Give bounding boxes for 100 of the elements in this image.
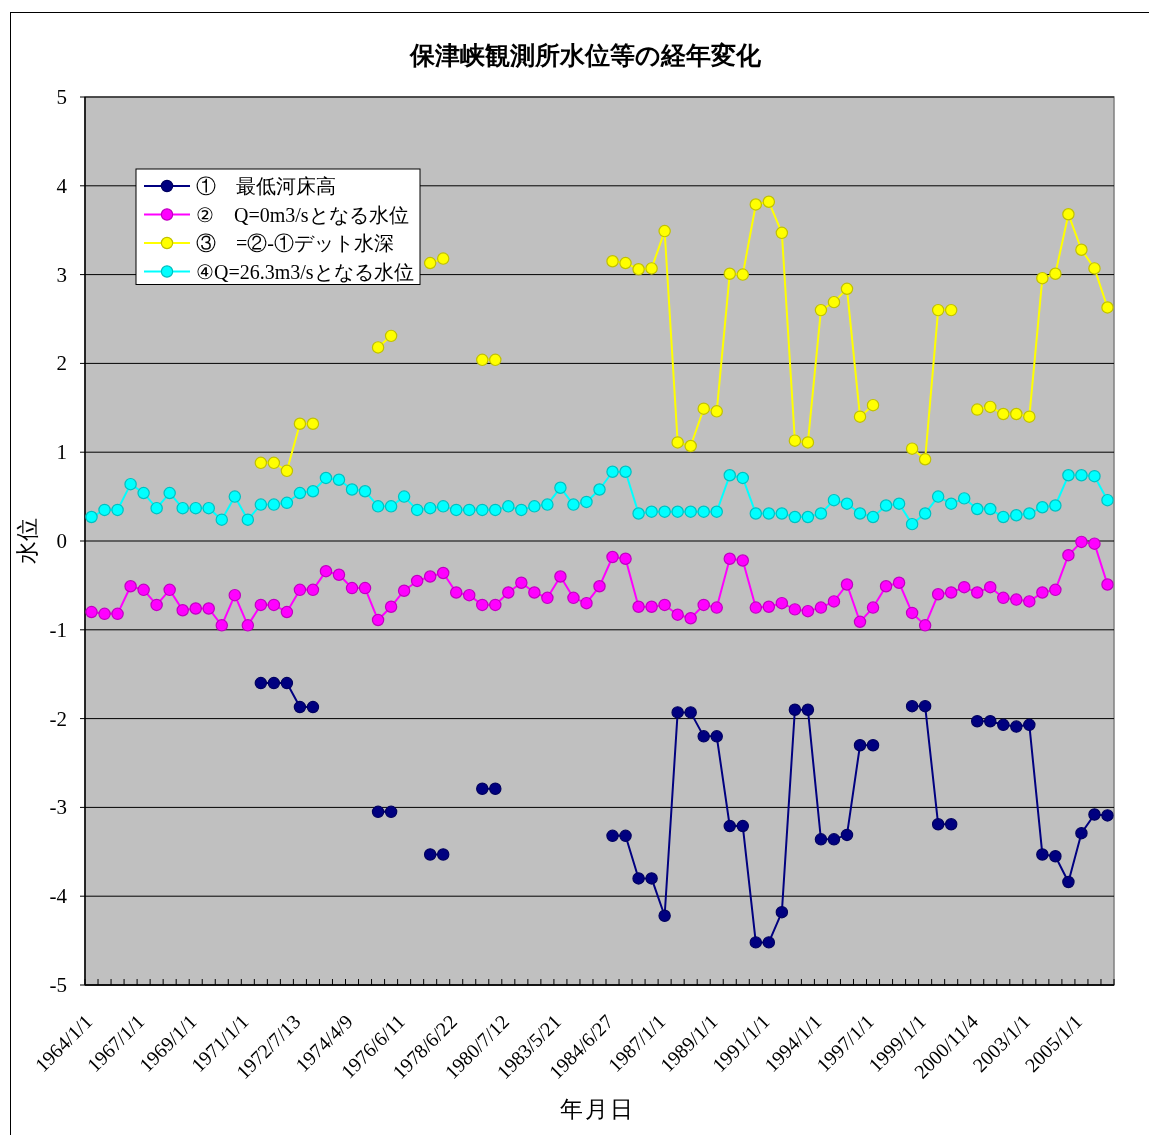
point	[476, 353, 489, 367]
point	[371, 805, 385, 819]
point	[775, 905, 789, 919]
point	[476, 782, 489, 795]
point	[788, 703, 802, 716]
point	[619, 829, 632, 843]
point	[853, 410, 867, 423]
point	[827, 295, 841, 309]
point	[762, 195, 776, 209]
point	[423, 848, 437, 861]
point	[1088, 808, 1101, 821]
point	[905, 442, 919, 455]
point	[645, 872, 658, 885]
point	[645, 262, 658, 275]
point	[931, 303, 945, 317]
point	[267, 456, 281, 470]
point	[762, 936, 776, 949]
point	[866, 398, 880, 412]
point	[697, 730, 710, 743]
point	[619, 256, 632, 270]
point	[1036, 848, 1049, 861]
x-axis-title: 年月日	[559, 1097, 635, 1122]
point	[280, 676, 294, 690]
y-tick-label: -5	[49, 973, 67, 997]
point	[1101, 809, 1114, 822]
point	[814, 833, 828, 846]
point	[970, 403, 984, 416]
point	[723, 819, 736, 833]
point	[606, 829, 619, 843]
point	[984, 400, 997, 414]
point	[254, 676, 268, 690]
point	[853, 739, 867, 752]
point	[684, 439, 697, 453]
point	[306, 417, 320, 431]
point	[840, 828, 854, 842]
point	[1049, 267, 1062, 280]
point	[1062, 875, 1075, 889]
point	[736, 268, 750, 281]
point	[814, 303, 828, 317]
y-tick-label: 3	[56, 262, 67, 287]
legend-label: ① 最低河床高	[196, 175, 336, 197]
point	[1023, 410, 1036, 423]
point	[984, 715, 997, 728]
point	[371, 341, 385, 354]
point	[267, 676, 281, 690]
point	[827, 833, 841, 846]
y-tick-label: 5	[56, 85, 67, 109]
legend-label: ③ =②-①デット水深	[196, 232, 394, 254]
point	[1062, 207, 1075, 221]
point	[710, 730, 723, 743]
point	[1075, 243, 1088, 256]
point	[801, 436, 815, 449]
point	[632, 872, 645, 885]
point	[606, 255, 619, 268]
point	[489, 353, 502, 367]
point	[254, 456, 268, 470]
point	[697, 402, 710, 415]
point	[280, 464, 294, 478]
point	[931, 818, 945, 831]
y-tick-label: -4	[49, 884, 68, 909]
point	[293, 700, 307, 714]
point	[944, 818, 958, 831]
y-tick-label: 4	[56, 173, 68, 198]
legend-label: ② Q=0m3/sとなる水位	[196, 203, 409, 226]
point	[306, 700, 320, 714]
point	[997, 718, 1010, 732]
point	[749, 198, 763, 211]
point	[671, 436, 684, 449]
point	[788, 434, 802, 447]
point	[489, 782, 502, 795]
point	[1075, 826, 1088, 840]
point	[801, 703, 815, 716]
point	[384, 805, 398, 819]
y-tick-label: 0	[56, 529, 67, 553]
point	[840, 282, 854, 296]
point	[905, 699, 919, 713]
point	[293, 417, 307, 431]
y-tick-label: -1	[49, 617, 67, 642]
y-tick-label: 2	[56, 351, 67, 376]
point	[658, 224, 671, 238]
y-tick-label: 1	[56, 440, 67, 465]
point	[423, 256, 437, 270]
legend-label: ④Q=26.3m3/sとなる水位	[196, 260, 414, 283]
point	[658, 909, 671, 922]
point	[1010, 720, 1023, 733]
point	[918, 699, 932, 713]
point	[684, 706, 697, 719]
point	[723, 267, 736, 280]
point	[1010, 407, 1023, 421]
point	[866, 739, 880, 752]
point	[1088, 262, 1101, 275]
point	[1036, 271, 1049, 285]
point	[997, 407, 1010, 421]
chart-title: 保津峡観測所水位等の経年変化	[408, 41, 762, 69]
point	[1023, 718, 1036, 732]
point	[918, 453, 932, 466]
point	[710, 405, 723, 418]
point	[775, 226, 789, 240]
point	[1049, 850, 1062, 863]
point	[749, 936, 763, 949]
